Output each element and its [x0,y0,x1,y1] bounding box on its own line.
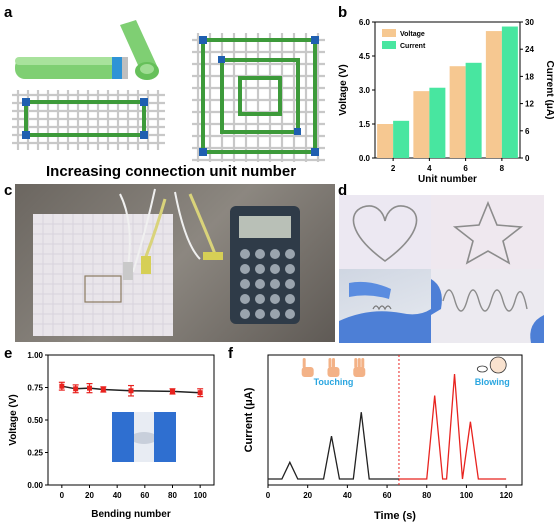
y-axis-label: Voltage (V) [8,394,19,445]
fabric-large-spiral [201,38,317,154]
chart-e-bending-voltage: 0 20 40 60 80 100 0.00 0.25 0.50 0.75 1.00 Bending … [8,351,215,520]
x-tick-label: 4 [427,164,432,173]
y2-tick-label: 12 [525,100,534,109]
x-tick-label: 2 [391,164,396,173]
panel-label-d: d [338,182,348,199]
x-tick-label: 0 [60,491,65,500]
x-tick-label: 60 [383,491,392,500]
touching-trace [268,412,399,480]
photo-heart-shape [339,195,431,269]
fabric-connection-illustration [12,20,325,162]
y2-tick-label: 30 [525,18,534,27]
data-point [170,388,175,394]
data-point [197,390,203,396]
fabric-large-grid [192,33,325,162]
x-tick-label: 80 [168,491,177,500]
y-tick-label: 4.5 [359,52,371,61]
y-tick-label: 1.5 [359,120,371,129]
panel-label-f: f [228,345,233,362]
photo-glove-stretched-spring [431,269,544,343]
y2-tick-label: 0 [525,154,530,163]
x-tick-label: 100 [460,491,474,500]
bar-voltage [485,31,502,158]
photo-bent-fabric-inset [112,412,176,462]
y-axis-label: Voltage (V) [338,64,349,115]
data-point [87,385,92,391]
fabric-small-green-loop [24,100,146,137]
data-point [73,386,79,392]
x-tick-label: 0 [266,491,271,500]
y2-tick-label: 6 [525,127,530,136]
legend-swatch [382,29,396,37]
y-tick-label: 6.0 [359,18,371,27]
bar-current [393,120,410,158]
legend-label: Voltage [400,31,425,38]
hand-gesture-icon [301,358,314,377]
x-axis-label: Bending number [91,509,171,520]
panel-label-c: c [4,182,13,199]
x-tick-label: 40 [343,491,352,500]
x-tick-label: 60 [140,491,149,500]
data-point [128,388,134,394]
calculator-photo [230,206,300,324]
x-tick-label: 40 [113,491,122,500]
y-tick-label: 0.25 [27,449,43,458]
y-tick-label: 1.00 [27,351,43,360]
y2-tick-label: 24 [525,45,534,54]
y-tick-label: 3.0 [359,86,371,95]
annotation-touching: Touching [314,377,354,387]
x-tick-label: 20 [85,491,94,500]
legend-swatch [382,41,396,49]
photo-glove-small-spring [339,269,431,343]
y-tick-label: 0.75 [27,384,43,393]
panel-a-caption: Increasing connection unit number [46,163,297,180]
photo-star-shape [431,195,544,269]
blowing-trace [398,374,507,480]
x-tick-label: 120 [499,491,513,500]
bar-current [429,87,446,158]
chart-f-frame [267,354,523,486]
x-tick-label: 20 [303,491,312,500]
panel-label-b: b [338,4,348,21]
y2-tick-label: 18 [525,72,534,81]
y-tick-label: 0.0 [359,154,371,163]
chart-f-current-time: 0 20 40 60 80 100 120 Touching Blowing Time (s) Cu… [243,354,523,522]
y-tick-label: 0.00 [27,481,43,490]
photo-fabric-calculator [15,184,335,342]
panel-label-e: e [4,345,13,362]
hand-gesture-icon [353,358,366,377]
bar-voltage [449,66,466,158]
bar-voltage [377,124,394,158]
x-axis-label: Time (s) [374,510,416,522]
hand-gesture-icon [327,358,340,377]
blowing-face-icon [476,356,507,374]
bar-voltage [413,91,430,158]
x-tick-label: 6 [463,164,468,173]
annotation-blowing: Blowing [475,377,510,387]
x-tick-label: 100 [193,491,207,500]
y2-axis-label: Current (μA) [544,61,554,120]
x-tick-label: 8 [500,164,505,173]
panel-label-a: a [4,4,13,21]
data-point [100,386,106,392]
x-axis-label: Unit number [418,174,477,185]
bar-current [465,62,482,158]
fiber-tube-illustration [15,20,159,80]
bar-current [501,26,518,159]
legend-label: Current [400,43,426,50]
y-axis-label: Current (μA) [243,387,255,452]
y-tick-label: 0.50 [27,416,43,425]
data-point [59,383,65,389]
x-tick-label: 80 [422,491,431,500]
